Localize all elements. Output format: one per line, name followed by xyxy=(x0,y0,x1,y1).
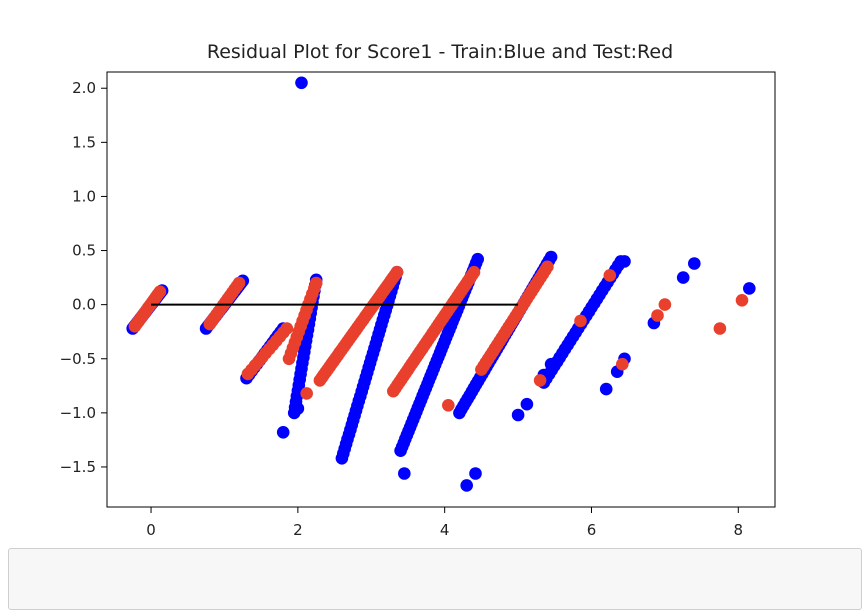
chart-title: Residual Plot for Score1 - Train:Blue an… xyxy=(207,41,673,63)
scatter-point-test xyxy=(442,399,455,412)
x-tick-label: 2 xyxy=(293,521,303,539)
scatter-point-test xyxy=(390,265,404,279)
scatter-point-test xyxy=(533,374,547,387)
y-tick-label: 0.5 xyxy=(72,242,96,260)
scatter-point-test xyxy=(541,260,554,274)
y-tick-label: −1.0 xyxy=(60,404,96,422)
scatter-point-train xyxy=(276,426,290,439)
scatter-point-test xyxy=(232,276,246,290)
x-axis: 0 2 4 6 8 xyxy=(146,507,743,539)
next-cell-box xyxy=(8,548,862,610)
scatter-point-train xyxy=(295,76,308,90)
scatter-point-test xyxy=(280,322,294,335)
points-layer xyxy=(126,76,756,492)
scatter-point-train xyxy=(511,408,525,422)
scatter-point-test xyxy=(658,298,672,311)
scatter-point-test xyxy=(574,314,587,328)
x-tick-label: 8 xyxy=(734,521,744,539)
scatter-point-train xyxy=(688,257,701,270)
residual-plot: Residual Plot for Score1 - Train:Blue an… xyxy=(60,41,776,539)
y-tick-label: −0.5 xyxy=(60,350,96,368)
scatter-point-train xyxy=(469,467,482,480)
scatter-point-train xyxy=(599,382,613,396)
scatter-point-train xyxy=(291,402,305,415)
scatter-point-test xyxy=(713,322,727,335)
y-axis: −1.5 −1.0 −0.5 0.0 0.5 1.0 1.5 2.0 xyxy=(60,79,107,476)
scatter-point-train xyxy=(520,397,534,411)
scatter-point-train xyxy=(398,467,411,480)
scatter-point-train xyxy=(544,357,558,371)
scatter-point-train xyxy=(743,282,756,295)
scatter-point-test xyxy=(300,387,314,400)
scatter-point-test xyxy=(735,294,749,307)
y-tick-label: 0.0 xyxy=(72,296,96,314)
y-tick-label: 1.0 xyxy=(72,187,96,205)
scatter-point-test xyxy=(309,276,323,290)
scatter-point-train xyxy=(676,271,690,284)
scatter-point-train xyxy=(618,255,631,268)
scatter-point-test xyxy=(153,285,167,299)
x-tick-label: 0 xyxy=(146,521,156,539)
scatter-point-train xyxy=(471,252,485,266)
x-tick-label: 4 xyxy=(440,521,450,539)
scatter-point-test xyxy=(616,357,629,371)
scatter-point-test xyxy=(651,309,664,322)
y-tick-label: −1.5 xyxy=(60,458,96,476)
x-tick-label: 6 xyxy=(587,521,597,539)
plot-frame xyxy=(106,71,776,508)
y-tick-label: 1.5 xyxy=(72,133,96,151)
y-tick-label: 2.0 xyxy=(72,79,96,97)
scatter-point-train xyxy=(544,250,558,264)
scatter-point-test xyxy=(603,269,617,282)
scatter-point-test xyxy=(467,265,481,279)
scatter-point-train xyxy=(460,479,474,492)
